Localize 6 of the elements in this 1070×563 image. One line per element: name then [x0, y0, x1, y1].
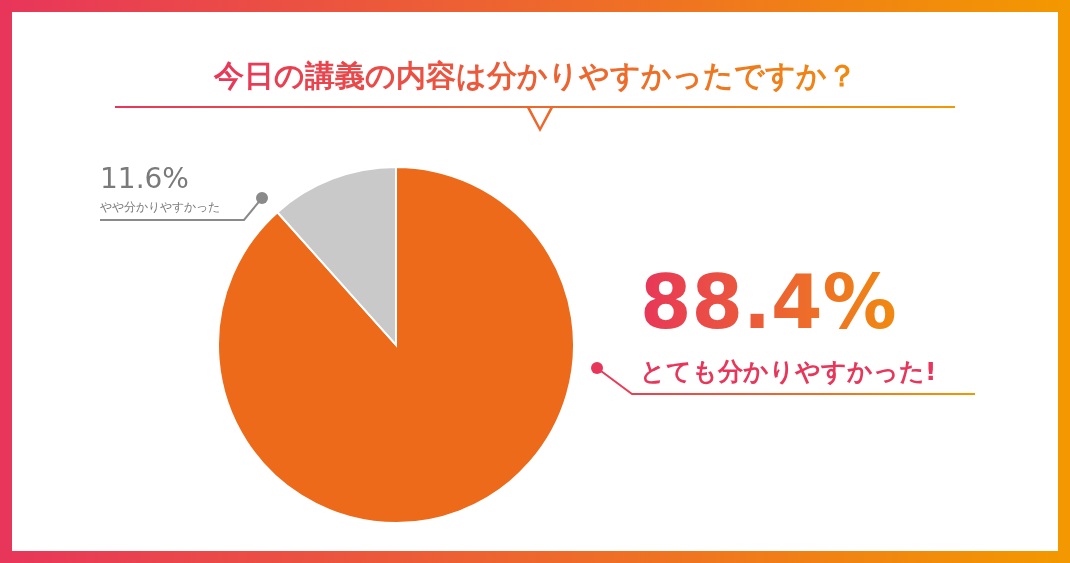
chart-title: 今日の講義の内容は分かりやすかったですか？: [212, 58, 857, 93]
pie-slice: [217, 166, 575, 524]
slice-label: やや分かりやすかった: [100, 200, 220, 214]
data-label: 88.4%: [640, 259, 897, 345]
data-label: 11.6%: [100, 162, 189, 195]
slice-label: とても分かりやすかった!: [640, 357, 937, 386]
